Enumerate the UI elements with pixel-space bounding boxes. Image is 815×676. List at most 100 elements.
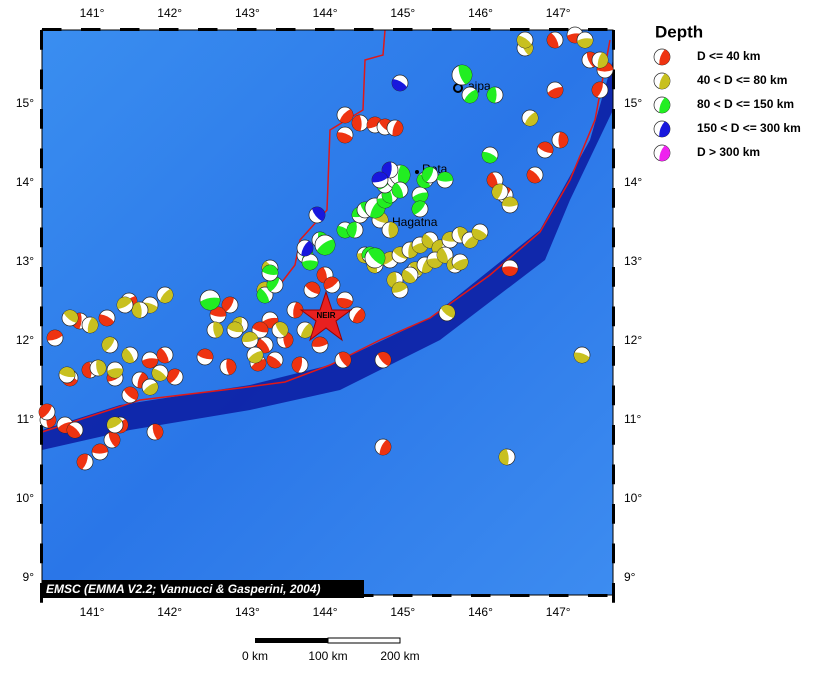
beachball-quadrant <box>347 222 357 238</box>
beachball-quadrant <box>379 439 391 455</box>
trench <box>42 60 613 450</box>
beachball-quadrant <box>547 32 559 48</box>
beachball-quadrant <box>397 165 410 185</box>
frame-border <box>612 30 615 50</box>
beachball-quadrant <box>527 169 541 183</box>
frame-border <box>612 69 615 90</box>
frame-border <box>81 28 101 31</box>
frame-border <box>40 543 43 564</box>
beachball-quadrant <box>452 258 468 270</box>
frame-border <box>471 594 491 597</box>
legend-title: Depth <box>655 22 703 41</box>
legend-label: 40 < D <= 80 km <box>697 73 787 87</box>
beachball-quadrant <box>392 182 404 198</box>
beachball-quadrant <box>517 35 532 48</box>
beachball-quadrant <box>472 228 488 240</box>
beachball-quadrant <box>499 449 509 465</box>
frame-border <box>612 504 615 524</box>
lat-label: 15° <box>624 96 642 110</box>
beachball-quadrant <box>63 310 78 323</box>
beachball-quadrant <box>152 424 163 440</box>
legend-label: 150 < D <= 300 km <box>697 121 801 135</box>
beachball-quadrant <box>200 297 220 310</box>
beachball-quadrant <box>440 305 455 319</box>
beachball-quadrant <box>197 349 213 360</box>
beachball-quadrant <box>537 142 553 154</box>
beachball-quadrant <box>492 184 503 200</box>
beachball-quadrant <box>96 360 106 376</box>
frame-border <box>40 504 43 524</box>
beachball-quadrant <box>87 317 98 333</box>
frame-border <box>315 28 335 31</box>
frame-border <box>40 69 43 90</box>
beachball-quadrant <box>659 73 670 89</box>
lon-label: 145° <box>390 605 415 619</box>
frame-border <box>198 28 218 31</box>
credit: EMSC (EMMA V2.2; Vannucci & Gasperini, 2… <box>46 582 321 596</box>
lat-label: 12° <box>624 333 642 347</box>
beachball-quadrant <box>317 267 328 283</box>
beachball-quadrant <box>412 192 428 203</box>
beachball-quadrant <box>577 38 593 48</box>
lon-label: 144° <box>313 605 338 619</box>
plate-boundary <box>41 39 611 433</box>
frame-border <box>612 267 615 287</box>
beachball-quadrant <box>392 79 407 91</box>
beachball-quadrant <box>227 322 243 333</box>
beachball-quadrant <box>242 332 258 343</box>
beachball-quadrant <box>167 369 180 384</box>
lon-label: 143° <box>235 6 260 20</box>
beachball-quadrant <box>316 239 335 255</box>
frame-border <box>40 148 43 169</box>
lat-label: 10° <box>624 491 642 505</box>
beachball-quadrant <box>659 97 670 113</box>
frame-border <box>612 188 615 208</box>
beachball-quadrant <box>301 240 313 256</box>
event-label: NEIR <box>316 311 335 320</box>
beachball-quadrant <box>574 352 590 363</box>
beachball-quadrant <box>275 322 288 337</box>
scale-bar <box>255 638 328 643</box>
beachball-quadrant <box>432 240 444 256</box>
frame-border <box>471 28 491 31</box>
beachball-quadrant <box>339 109 353 123</box>
lat-label: 10° <box>16 491 34 505</box>
beachball-quadrant <box>337 225 352 238</box>
lon-label: 141° <box>80 6 105 20</box>
beachball-quadrant <box>338 352 351 367</box>
beachball-quadrant <box>92 444 108 454</box>
beachball-quadrant <box>251 358 266 371</box>
lat-label: 13° <box>16 254 34 268</box>
beachball-quadrant <box>159 288 173 303</box>
lat-label: 11° <box>17 412 34 426</box>
frame-border <box>354 28 374 31</box>
beachball-quadrant <box>659 121 670 137</box>
beachball-quadrant <box>152 368 167 381</box>
frame-border <box>432 594 452 597</box>
beachball-quadrant <box>392 120 403 136</box>
frame-border <box>588 594 608 597</box>
frame-border <box>549 594 569 597</box>
frame-border <box>612 583 615 603</box>
beachball-quadrant <box>392 282 408 293</box>
beachball-quadrant <box>337 132 353 143</box>
beachball-quadrant <box>558 132 568 148</box>
lat-label: 9° <box>624 570 636 584</box>
lon-label: 143° <box>235 605 260 619</box>
beachball-quadrant <box>252 322 268 333</box>
city-marker <box>415 170 419 174</box>
beachball-quadrant <box>388 222 398 238</box>
beachball-quadrant <box>107 417 123 429</box>
frame-border <box>42 28 62 31</box>
frame-border <box>612 227 615 248</box>
lon-label: 146° <box>468 605 493 619</box>
beachball-quadrant <box>372 172 388 183</box>
lon-label: 141° <box>80 605 105 619</box>
lon-label: 144° <box>313 6 338 20</box>
frame-border <box>40 385 43 406</box>
beachball-quadrant <box>422 167 434 183</box>
beachball-quadrant <box>367 247 385 266</box>
beachball-quadrant <box>67 424 81 438</box>
legend-label: 80 < D <= 150 km <box>697 97 794 111</box>
